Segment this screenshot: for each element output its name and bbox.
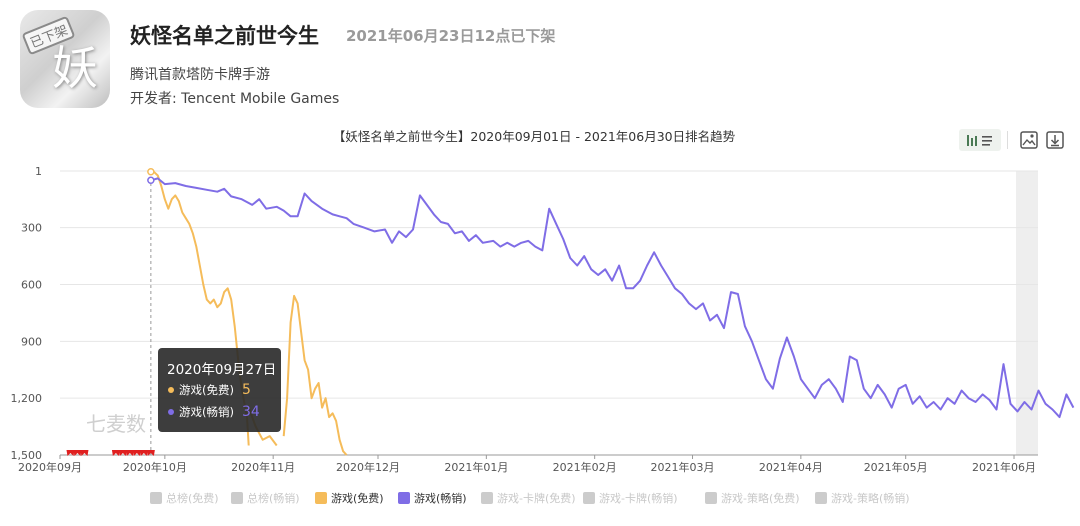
x-tick-label: 2020年10月: [123, 460, 187, 474]
hover-point: [147, 176, 155, 185]
x-tick-label: 2021年05月: [864, 460, 928, 474]
off-list-marker: [146, 450, 155, 456]
y-tick-label: 900: [21, 335, 42, 348]
legend-swatch[interactable]: [231, 492, 243, 504]
y-tick-label: 1,500: [11, 449, 43, 462]
app-subtitle: 腾讯首款塔防卡牌手游: [130, 67, 270, 83]
tooltip-row: 游戏(免费) 5: [168, 382, 251, 398]
off-list-marker: [118, 450, 127, 456]
download-icon: [1046, 131, 1064, 149]
tooltip-dot: [168, 409, 174, 415]
save-image-button[interactable]: [1018, 129, 1040, 151]
legend-item[interactable]: 总榜(免费): [166, 491, 219, 505]
off-list-marker: [73, 450, 82, 456]
tooltip-value: 34: [241, 404, 260, 420]
x-tick-label: 2021年04月: [759, 460, 823, 474]
x-tick-label: 2021年03月: [651, 460, 715, 474]
tooltip-dot: [168, 387, 174, 393]
legend-item[interactable]: 游戏(免费): [331, 491, 384, 505]
app-title: 妖怪名单之前世今生: [130, 24, 319, 48]
off-list-marker: [125, 450, 134, 456]
series-line-游戏(免费): [150, 170, 250, 446]
legend-swatch[interactable]: [315, 492, 327, 504]
legend-item[interactable]: 游戏-策略(畅销): [831, 491, 910, 505]
developer-label: 开发者:: [130, 91, 177, 107]
x-tick-label: 2020年12月: [336, 460, 400, 474]
y-tick-label: 600: [21, 278, 42, 291]
chart-title: 【妖怪名单之前世今生】2020年09月01日 - 2021年06月30日排名趋势: [333, 129, 736, 144]
legend-swatch[interactable]: [815, 492, 827, 504]
tooltip-date: 2020年09月27日: [167, 362, 277, 378]
tooltip-label: 游戏(免费): [179, 383, 234, 397]
save-image-icon: [1020, 131, 1038, 149]
app-icon: 妖 已下架: [20, 10, 110, 108]
x-tick-label: 2021年02月: [553, 460, 617, 474]
off-list-marker: [80, 450, 89, 456]
app-icon-glyph: 妖: [52, 41, 98, 95]
removed-note: 2021年06月23日12点已下架: [346, 27, 556, 45]
developer-name[interactable]: Tencent Mobile Games: [181, 91, 340, 107]
series-line-游戏(畅销): [150, 177, 1075, 419]
x-tick-label: 2021年01月: [444, 460, 508, 474]
chart-legend: 总榜(免费) 总榜(畅销) 游戏(免费) 游戏(畅销) 游戏-卡牌(免费) 游戏-卡牌(畅…: [150, 491, 910, 505]
legend-swatch[interactable]: [150, 492, 162, 504]
download-button[interactable]: [1044, 129, 1066, 151]
y-tick-label: 1: [35, 165, 42, 178]
legend-swatch[interactable]: [481, 492, 493, 504]
off-list-marker: [139, 450, 148, 456]
watermark: 七麦数: [86, 412, 146, 436]
hover-tooltip: 2020年09月27日 游戏(免费) 5 游戏(畅销) 34: [158, 348, 281, 432]
bar-line-toggle-icon: [967, 135, 992, 146]
x-tick-label: 2020年11月: [231, 460, 295, 474]
series-layer: [147, 168, 1075, 456]
tooltip-value: 5: [241, 382, 251, 398]
bar-line-toggle-button[interactable]: [959, 129, 1001, 151]
rank-trend-chart: 【妖怪名单之前世今生】2020年09月01日 - 2021年06月30日排名趋势…: [11, 129, 1075, 505]
tooltip-row: 游戏(畅销) 34: [168, 404, 260, 420]
off-list-marker: [132, 450, 141, 456]
developer-line: 开发者: Tencent Mobile Games: [130, 88, 339, 108]
legend-item[interactable]: 总榜(畅销): [247, 491, 300, 505]
tooltip-label: 游戏(畅销): [179, 405, 234, 419]
off-list-marker-layer: [66, 450, 155, 456]
series-line-游戏(免费): [282, 294, 348, 456]
x-tick-label: 2021年06月: [972, 460, 1036, 474]
off-list-marker: [66, 450, 75, 456]
legend-swatch[interactable]: [398, 492, 410, 504]
off-list-marker: [111, 450, 120, 456]
x-tick-label: 2020年09月: [18, 460, 82, 474]
legend-item[interactable]: 游戏-卡牌(畅销): [599, 491, 678, 505]
y-tick-label: 300: [21, 222, 42, 235]
future-region: [1016, 171, 1038, 455]
hover-point: [147, 168, 155, 176]
chart-toolbar: [955, 128, 1066, 152]
legend-item[interactable]: 游戏(畅销): [414, 491, 467, 505]
legend-item[interactable]: 游戏-卡牌(免费): [497, 491, 576, 505]
legend-swatch[interactable]: [583, 492, 595, 504]
y-tick-label: 1,200: [11, 392, 43, 405]
toolbar-divider: [1007, 131, 1008, 149]
legend-item[interactable]: 游戏-策略(免费): [721, 491, 800, 505]
legend-swatch[interactable]: [705, 492, 717, 504]
